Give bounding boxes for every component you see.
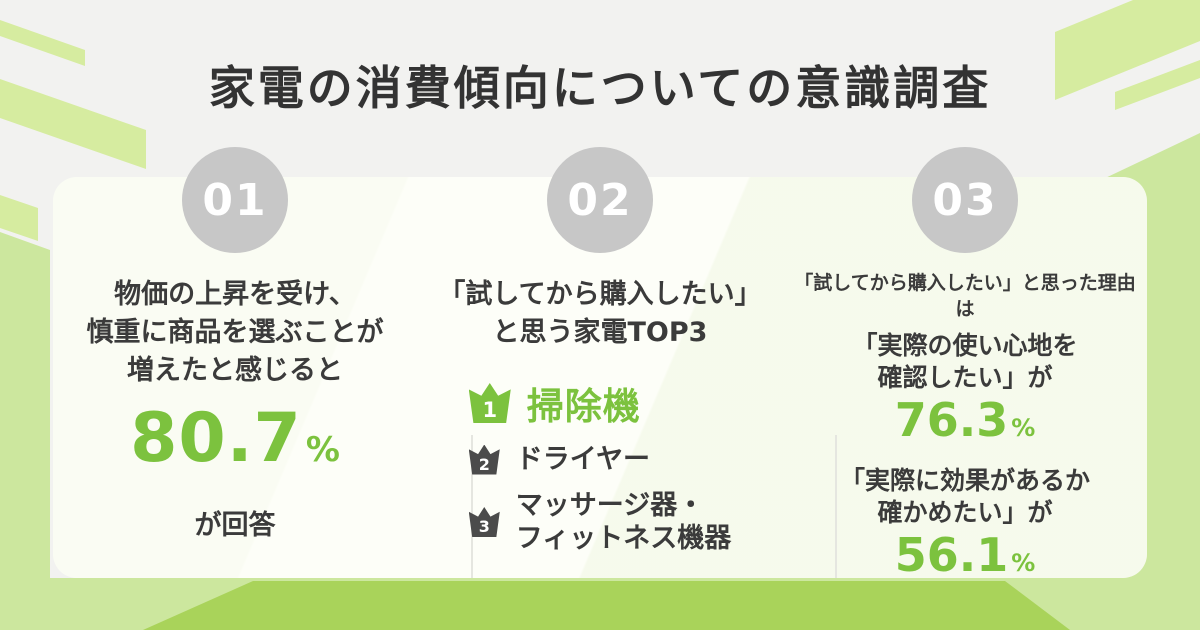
deco-tl-stripe-big bbox=[0, 79, 146, 169]
stat-value: 80.7 bbox=[130, 399, 302, 478]
stat-unit: % bbox=[305, 430, 340, 470]
stat-unit: % bbox=[1011, 549, 1036, 577]
rank-item-3: 3 マッサージ器・ フィットネス機器 bbox=[468, 489, 731, 555]
reason-1: 「実際の使い心地を 確認したい」が 76.3% bbox=[852, 330, 1077, 457]
reason-2: 「実際に効果があるか 確かめたい」が 56.1% bbox=[840, 465, 1090, 592]
reason-1-line: 確認したい」が bbox=[877, 363, 1053, 392]
deco-tl-stripe-thin bbox=[0, 20, 85, 66]
step-circle-01: 01 bbox=[182, 147, 288, 253]
reason-1-line: 「実際の使い心地を bbox=[852, 331, 1078, 360]
step-circle-02: 02 bbox=[547, 147, 653, 253]
rank-number: 3 bbox=[478, 517, 490, 536]
finding-text-line: 慎重に商品を選ぶことが bbox=[86, 317, 384, 348]
rank-2-label: ドライヤー bbox=[515, 444, 650, 475]
deco-tl-stripe-medium bbox=[0, 195, 38, 241]
rank-1-label: 掃除機 bbox=[526, 385, 641, 428]
column-divider-2 bbox=[835, 435, 837, 578]
ranking-list: 1 掃除機 2 ドライヤー 3 マッサージ器・ フィットネス機器 bbox=[468, 376, 731, 555]
finding-text-line: 増えたと感じると bbox=[127, 355, 343, 386]
reason-2-line: 確かめたい」が bbox=[877, 498, 1053, 527]
stat-56-1-percent: 56.1% bbox=[840, 529, 1090, 592]
column-reasons: 「試してから購入したい」と思った理由は 「実際の使い心地を 確認したい」が 76… bbox=[792, 260, 1138, 592]
column-divider-1 bbox=[471, 435, 473, 578]
rank-item-1: 1 掃除機 bbox=[468, 376, 641, 430]
stat-value: 56.1 bbox=[894, 528, 1009, 582]
stat-80-7-percent: 80.7% bbox=[130, 400, 340, 495]
crown-rank-3-icon: 3 bbox=[468, 507, 500, 537]
ranking-heading-line: 「試してから購入したい」 bbox=[438, 279, 762, 310]
reason-2-line: 「実際に効果があるか bbox=[839, 466, 1090, 495]
rank-3-label-line: フィットネス機器 bbox=[515, 523, 732, 554]
column-top3-ranking: 「試してから購入したい」 と思う家電TOP3 1 掃除機 2 ドライヤー 3 マ… bbox=[428, 260, 772, 555]
crown-rank-2-icon: 2 bbox=[468, 444, 500, 475]
stat-unit: % bbox=[1011, 414, 1036, 442]
rank-item-2: 2 ドライヤー bbox=[468, 443, 650, 476]
finding-text-line: 物価の上昇を受け、 bbox=[114, 279, 356, 310]
crown-rank-1-icon: 1 bbox=[468, 383, 511, 423]
rank-number: 1 bbox=[482, 398, 498, 422]
stat-76-3-percent: 76.3% bbox=[852, 394, 1077, 457]
deco-tr-stripe-thin bbox=[1115, 60, 1200, 110]
ranking-heading: 「試してから購入したい」 と思う家電TOP3 bbox=[438, 260, 761, 352]
stat-value: 76.3 bbox=[894, 393, 1009, 447]
answered-label: が回答 bbox=[194, 510, 276, 541]
column-price-consciousness: 物価の上昇を受け、 慎重に商品を選ぶことが 増えたと感じると 80.7% が回答 bbox=[63, 260, 407, 542]
rank-number: 2 bbox=[478, 454, 490, 474]
finding-text: 物価の上昇を受け、 慎重に商品を選ぶことが 増えたと感じると bbox=[87, 260, 384, 390]
rank-3-label-line: マッサージ器・ bbox=[515, 490, 705, 521]
ranking-heading-line: と思う家電TOP3 bbox=[492, 317, 708, 348]
deco-bottom-band-dark bbox=[143, 581, 1070, 630]
step-circle-03: 03 bbox=[912, 147, 1018, 253]
deco-tr-stripe-big bbox=[1055, 0, 1200, 100]
page-title: 家電の消費傾向についての意識調査 bbox=[208, 61, 992, 115]
deco-left-wedge bbox=[0, 232, 50, 630]
reasons-intro: 「試してから購入したい」と思った理由は bbox=[794, 272, 1136, 320]
rank-3-label: マッサージ器・ フィットネス機器 bbox=[516, 489, 731, 555]
